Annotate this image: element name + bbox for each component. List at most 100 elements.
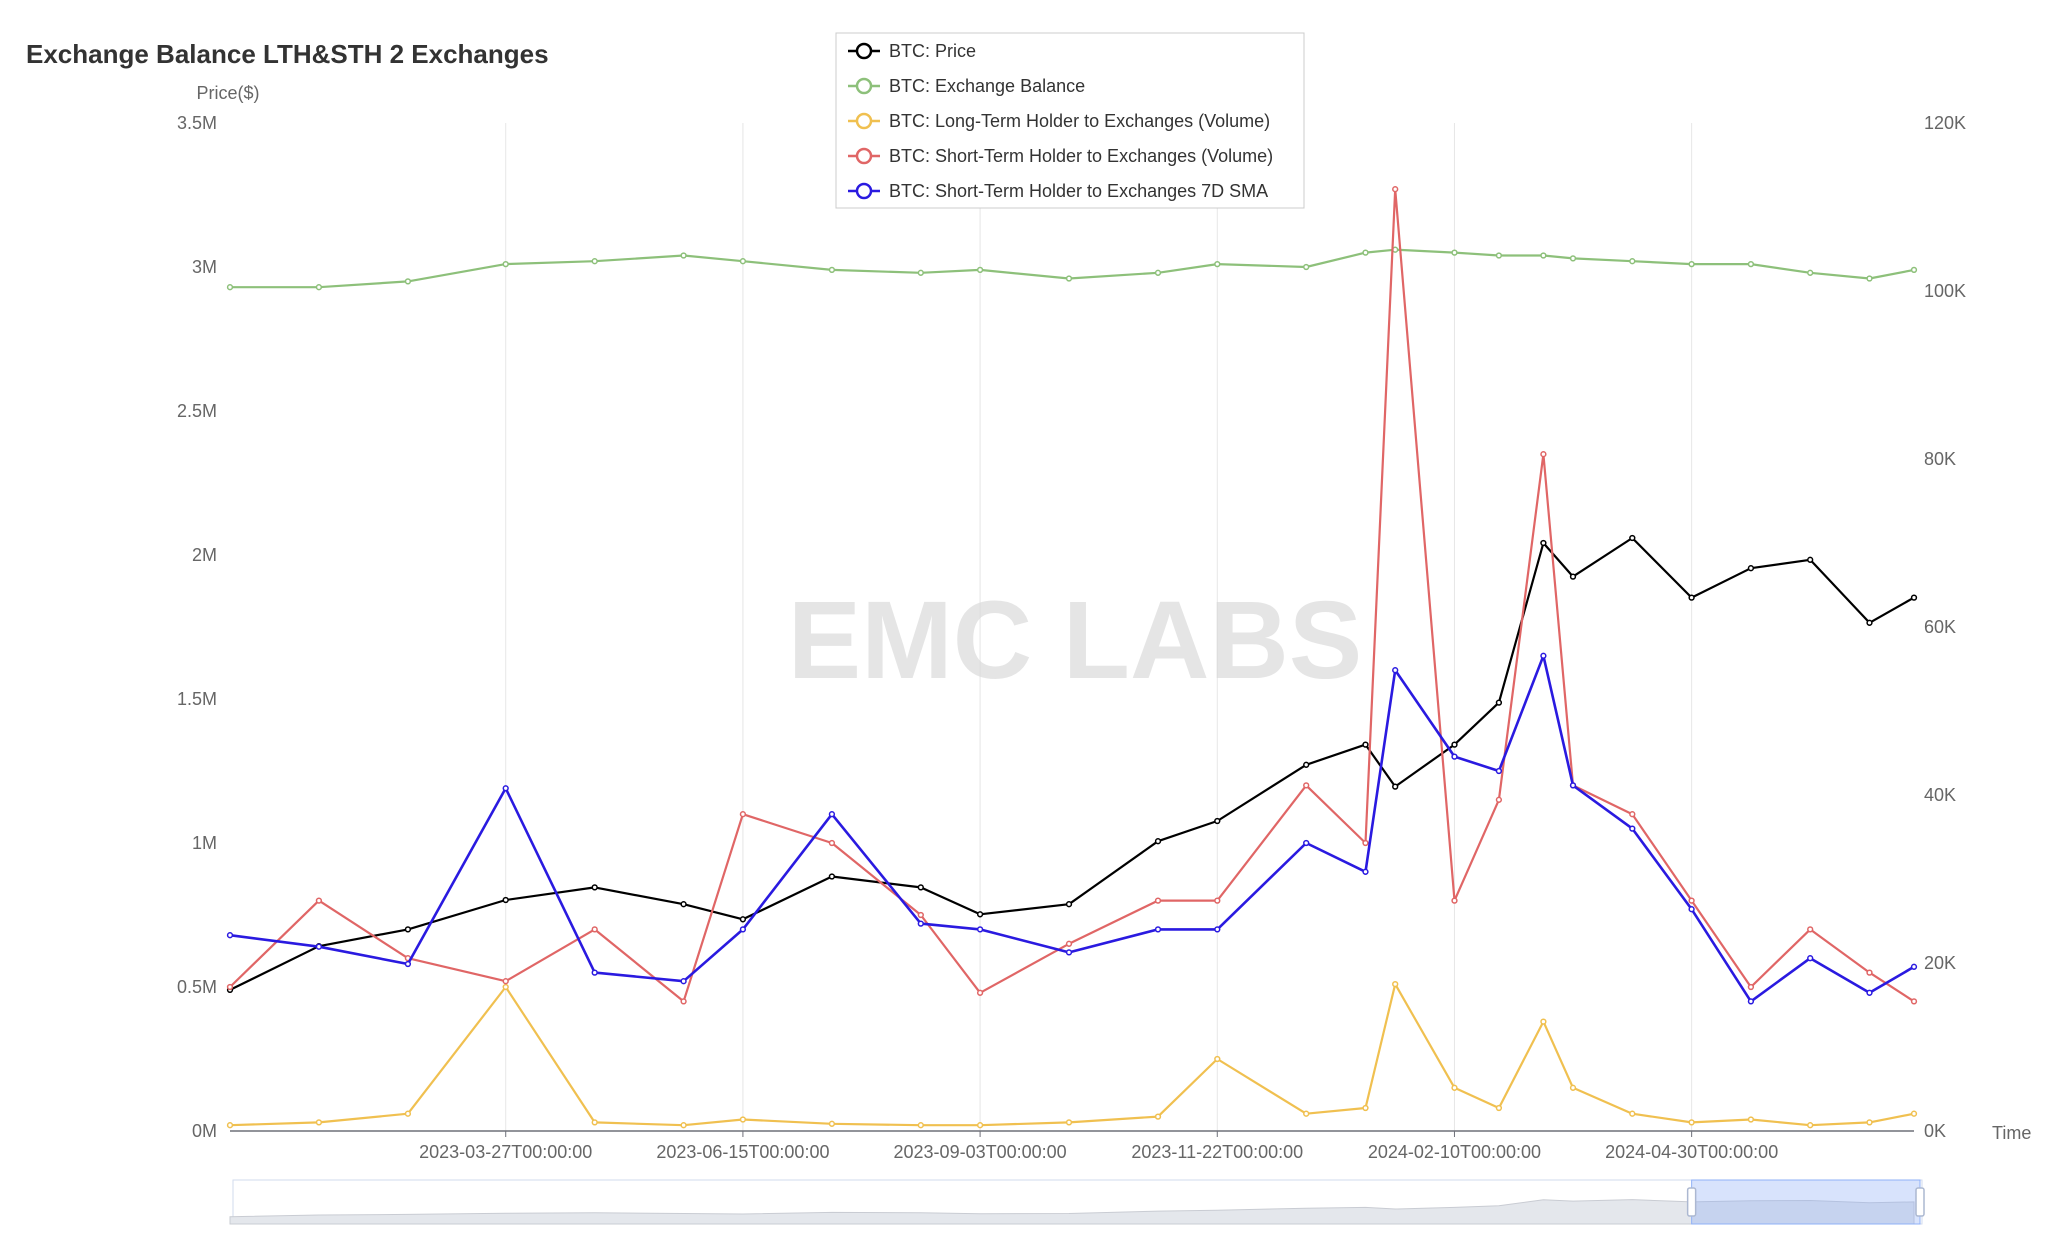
legend-swatch-marker (855, 112, 873, 130)
data-point (1688, 260, 1695, 268)
datazoom-selection[interactable] (1691, 1179, 1921, 1225)
data-point (739, 1116, 747, 1123)
data-point (502, 896, 509, 904)
y-right-tick-label: 60K (1924, 617, 1956, 637)
series-line (228, 982, 1916, 1127)
data-point (1569, 782, 1577, 789)
data-point (315, 943, 323, 950)
data-point (1214, 926, 1221, 933)
data-point (1214, 897, 1221, 904)
grid-lines (505, 123, 1693, 1131)
data-point (502, 978, 509, 985)
data-point (1569, 573, 1577, 580)
series-4 (226, 652, 1918, 1005)
legend-item[interactable]: BTC: Exchange Balance (848, 76, 1085, 96)
data-point (1362, 741, 1369, 748)
data-point (917, 1122, 924, 1129)
y-left-tick-label: 0.5M (177, 977, 217, 997)
datazoom-slider[interactable] (229, 1179, 1925, 1225)
data-point (1065, 1119, 1073, 1126)
data-point (1214, 1055, 1221, 1063)
data-point (680, 901, 687, 908)
chart-title: Exchange Balance LTH&STH 2 Exchanges (26, 39, 549, 69)
data-point (1495, 1104, 1503, 1112)
data-point (739, 916, 747, 923)
data-point (1065, 901, 1073, 908)
axes: 2023-03-27T00:00:00 2023-06-15T00:00:00 20… (177, 113, 1966, 1162)
series-line (228, 536, 1916, 992)
data-point (1747, 983, 1755, 991)
data-point (1866, 275, 1873, 282)
legend-item[interactable]: BTC: Short-Term Holder to Exchanges (Vol… (848, 146, 1273, 166)
data-point (1214, 817, 1221, 825)
y-left-tick-label: 1M (192, 833, 217, 853)
data-point (502, 785, 509, 792)
data-point (1910, 963, 1918, 970)
data-point (1688, 906, 1695, 913)
data-point (404, 960, 412, 968)
data-point (976, 1122, 984, 1129)
legend-item[interactable]: BTC: Price (848, 41, 976, 61)
y-left-tick-label: 3M (192, 257, 217, 277)
data-point (1629, 811, 1636, 818)
data-point (739, 811, 747, 818)
data-point (1747, 565, 1755, 572)
data-point (502, 260, 509, 268)
legend[interactable]: BTC: Price BTC: Exchange Balance BTC: Long… (835, 32, 1305, 209)
data-point (1154, 838, 1162, 845)
y-right-tick-label: 20K (1924, 953, 1956, 973)
data-point (1392, 980, 1399, 988)
data-point (226, 932, 234, 939)
legend-label: BTC: Short-Term Holder to Exchanges 7D S… (889, 181, 1268, 201)
x-tick-label: 2023-09-03T00:00:00 (894, 1142, 1067, 1162)
y-left-tick-label: 2.5M (177, 401, 217, 421)
data-point (1451, 897, 1458, 904)
data-point (591, 926, 598, 933)
datazoom-handle[interactable] (1686, 1187, 1697, 1217)
datazoom-handle[interactable] (1915, 1187, 1925, 1217)
x-tick-label: 2023-03-27T00:00:00 (419, 1142, 592, 1162)
data-point (1910, 266, 1918, 274)
series-2 (226, 980, 1918, 1129)
data-point (1154, 897, 1162, 904)
data-point (976, 926, 984, 933)
data-point (828, 266, 836, 274)
data-point (1362, 839, 1369, 847)
data-point (1629, 534, 1636, 542)
legend-label: BTC: Exchange Balance (889, 76, 1085, 96)
series-line (228, 248, 1916, 289)
legend-item[interactable]: BTC: Long-Term Holder to Exchanges (Volu… (848, 111, 1270, 131)
data-point (591, 884, 598, 891)
data-point (976, 989, 984, 996)
data-point (226, 983, 234, 991)
data-point (1392, 186, 1399, 193)
series-line (228, 654, 1916, 1003)
x-tick-label: 2024-04-30T00:00:00 (1605, 1142, 1778, 1162)
series-3 (226, 186, 1918, 1005)
data-point (1910, 1110, 1918, 1117)
data-point (1362, 1104, 1369, 1112)
data-point (1569, 255, 1577, 262)
data-point (1540, 451, 1547, 458)
data-point (1495, 767, 1503, 775)
data-point (1451, 741, 1458, 748)
legend-item[interactable]: BTC: Short-Term Holder to Exchanges 7D S… (848, 181, 1268, 201)
y-left-tick-label: 2M (192, 545, 217, 565)
data-point (1303, 782, 1310, 789)
data-point (739, 926, 747, 933)
data-point (1154, 1113, 1162, 1120)
legend-swatch-marker (855, 147, 873, 165)
data-point (1688, 897, 1695, 904)
legend-swatch-marker (855, 182, 873, 200)
data-point (1866, 989, 1873, 996)
series-layer (226, 186, 1918, 1129)
data-point (976, 266, 984, 274)
data-point (1540, 652, 1547, 659)
data-point (1065, 275, 1073, 282)
data-point (226, 1122, 234, 1129)
data-point (1747, 1116, 1755, 1123)
data-point (1629, 258, 1636, 265)
data-point (1303, 839, 1310, 847)
data-point (1154, 926, 1162, 933)
